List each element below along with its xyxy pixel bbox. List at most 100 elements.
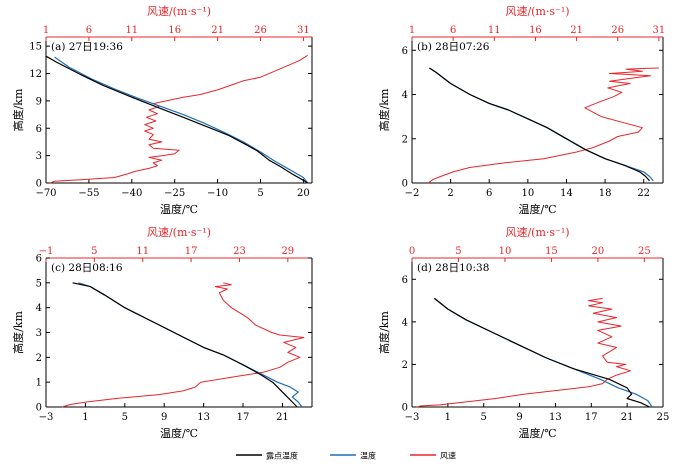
x-top-tick-label: 11	[125, 25, 138, 36]
temperature-line	[54, 56, 309, 184]
legend: 露点温度 温度 风速	[236, 451, 456, 461]
x-top-tick-label: 29	[281, 246, 294, 257]
y-axis-label: 高度/km	[377, 88, 391, 131]
y-tick-label: 6	[402, 46, 408, 57]
x-tick-label: 2	[447, 188, 453, 199]
x-top-tick-label: 11	[488, 25, 501, 36]
legend-label-wind: 风速	[440, 452, 456, 461]
x-tick-label: −55	[78, 188, 99, 199]
x-tick-label: 5	[481, 412, 487, 423]
x-top-tick-label: 31	[653, 25, 666, 36]
x-tick-label: −3	[39, 412, 54, 423]
x-top-tick-label: 1	[43, 25, 49, 36]
panel-label: (a) 27日19:36	[51, 41, 123, 53]
y-tick-label: 2	[402, 360, 408, 371]
y-tick-label: 9	[36, 96, 42, 107]
x-tick-label: −40	[121, 188, 142, 199]
x-top-tick-label: 17	[185, 246, 198, 257]
y-tick-label: 0	[36, 179, 42, 190]
x-tick-label: 5	[122, 412, 128, 423]
legend-label-dew: 露点温度	[266, 451, 298, 461]
x-tick-label: 10	[521, 188, 534, 199]
x-tick-label: 17	[237, 412, 250, 423]
x-tick-label: 17	[585, 412, 598, 423]
x-top-tick-label: 10	[499, 246, 512, 257]
x-top-tick-label: 26	[254, 25, 267, 36]
x-top-axis-label: 风速/(m·s⁻¹)	[505, 226, 569, 239]
x-top-tick-label: 0	[409, 246, 415, 257]
y-tick-label: 3	[36, 151, 42, 162]
y-tick-label: 4	[402, 90, 408, 101]
y-axis-label: 高度/km	[11, 311, 25, 354]
y-tick-label: 3	[36, 328, 42, 339]
x-top-axis-label: 风速/(m·s⁻¹)	[147, 226, 211, 239]
y-tick-label: 15	[29, 42, 42, 53]
x-top-tick-label: 1	[409, 25, 415, 36]
x-top-tick-label: 31	[297, 25, 310, 36]
x-tick-label: −3	[405, 412, 420, 423]
x-tick-label: 13	[197, 412, 210, 423]
x-tick-label: 13	[549, 412, 562, 423]
y-axis-label: 高度/km	[377, 311, 391, 354]
x-axis-label: 温度/℃	[518, 202, 556, 216]
x-top-tick-label: 23	[233, 246, 246, 257]
x-tick-label: 21	[276, 412, 289, 423]
x-top-axis-label: 风速/(m·s⁻¹)	[505, 5, 569, 18]
x-top-tick-label: 16	[529, 25, 542, 36]
x-tick-label: 9	[161, 412, 167, 423]
x-tick-label: 5	[257, 188, 263, 199]
dewpoint-line	[72, 282, 298, 408]
x-tick-label: 1	[82, 412, 88, 423]
x-top-tick-label: 11	[136, 246, 149, 257]
dewpoint-line	[434, 297, 650, 408]
x-top-tick-label: 21	[211, 25, 224, 36]
x-tick-label: 1	[445, 412, 451, 423]
temperature-line	[434, 297, 653, 408]
y-tick-label: 2	[402, 134, 408, 145]
x-tick-label: 22	[637, 188, 650, 199]
panel-0: −70 −55 −40 −25 −10 5 201 6 11 16 21 26 3103691215温度…	[11, 5, 313, 216]
panel-2: −3 1 5 9 13 17 21−1 5 11 17 23 290123456温度/℃风速/(m·s…	[11, 226, 313, 440]
x-top-tick-label: 15	[545, 246, 558, 257]
wind-speed-line	[416, 297, 631, 408]
y-tick-label: 0	[402, 403, 408, 414]
x-top-tick-label: 20	[592, 246, 605, 257]
x-tick-label: −25	[164, 188, 185, 199]
x-tick-label: 14	[560, 188, 573, 199]
panel-1: −2 2 6 10 14 18 221 6 11 16 21 26 310246温度/℃风速/(m·s⁻…	[377, 5, 665, 216]
x-tick-label: 25	[657, 412, 670, 423]
dewpoint-line	[429, 67, 650, 182]
x-top-tick-label: 26	[611, 25, 624, 36]
y-tick-label: 5	[36, 278, 42, 289]
wind-speed-line	[61, 282, 305, 408]
x-top-tick-label: 25	[638, 246, 651, 257]
x-tick-label: −10	[207, 188, 228, 199]
y-tick-label: 2	[36, 353, 42, 364]
panel-label: (d) 28日10:38	[417, 262, 489, 274]
x-top-tick-label: 5	[455, 246, 461, 257]
x-axis-label: 温度/℃	[518, 426, 556, 440]
x-tick-label: 9	[516, 412, 522, 423]
x-top-tick-label: 16	[168, 25, 181, 36]
y-tick-label: 1	[36, 378, 42, 389]
y-tick-label: 4	[402, 317, 408, 328]
y-tick-label: 6	[36, 254, 42, 265]
x-top-tick-label: −1	[39, 246, 54, 257]
x-tick-label: 6	[486, 188, 492, 199]
panel-3: −3 1 5 9 13 17 21 250 5 10 15 20 250246温度/℃风速/(m·s⁻¹…	[377, 226, 669, 440]
x-axis-label: 温度/℃	[160, 202, 198, 216]
x-tick-label: −70	[35, 188, 56, 199]
y-tick-label: 12	[29, 69, 42, 80]
wind-speed-line	[50, 54, 308, 184]
y-tick-label: 0	[402, 179, 408, 190]
panel-label: (c) 28日08:16	[51, 262, 123, 274]
x-axis-label: 温度/℃	[160, 426, 198, 440]
y-tick-label: 4	[36, 303, 42, 314]
x-tick-label: 21	[621, 412, 634, 423]
y-tick-label: 6	[402, 275, 408, 286]
wind-speed-line	[428, 67, 659, 184]
legend-label-temp: 温度	[360, 451, 376, 461]
y-tick-label: 6	[36, 124, 42, 135]
x-tick-label: −2	[405, 188, 420, 199]
